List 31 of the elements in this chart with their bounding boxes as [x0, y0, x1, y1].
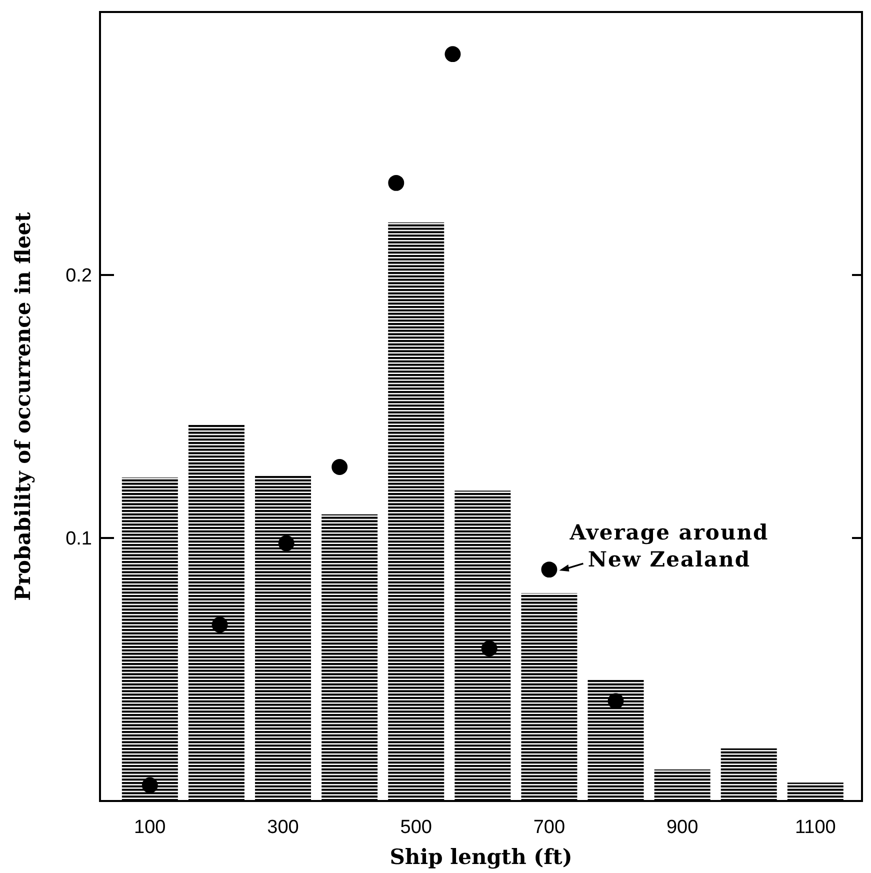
- point: [332, 459, 348, 475]
- x-tick-label: 100: [134, 817, 166, 838]
- bar: [720, 748, 777, 801]
- bar: [521, 593, 578, 801]
- bar: [322, 514, 378, 801]
- bar: [454, 490, 511, 801]
- point: [481, 640, 498, 656]
- x-tick-label: 300: [267, 817, 299, 838]
- point: [444, 46, 461, 62]
- point: [142, 777, 158, 794]
- bar: [388, 222, 444, 801]
- x-tick-label: 500: [400, 817, 432, 838]
- annotation: Average around New Zealand: [568, 520, 769, 572]
- y-axis-title: Probability of occurrence in fleet: [10, 212, 35, 601]
- bar: [588, 680, 644, 801]
- point: [608, 693, 624, 710]
- bar: [787, 782, 844, 801]
- point: [541, 562, 558, 578]
- x-axis-title: Ship length (ft): [390, 844, 572, 869]
- bar: [654, 769, 710, 801]
- bar: [188, 424, 244, 801]
- point: [388, 174, 404, 191]
- x-tick-label: 1100: [794, 817, 836, 838]
- x-tick-label: 700: [533, 817, 566, 838]
- point: [278, 535, 294, 552]
- bar: [255, 474, 312, 801]
- bar: [122, 478, 178, 801]
- point: [212, 616, 228, 633]
- x-tick-label: 900: [666, 817, 698, 838]
- y-tick-label: 0.2: [66, 266, 92, 287]
- y-tick-label: 0.1: [66, 528, 92, 550]
